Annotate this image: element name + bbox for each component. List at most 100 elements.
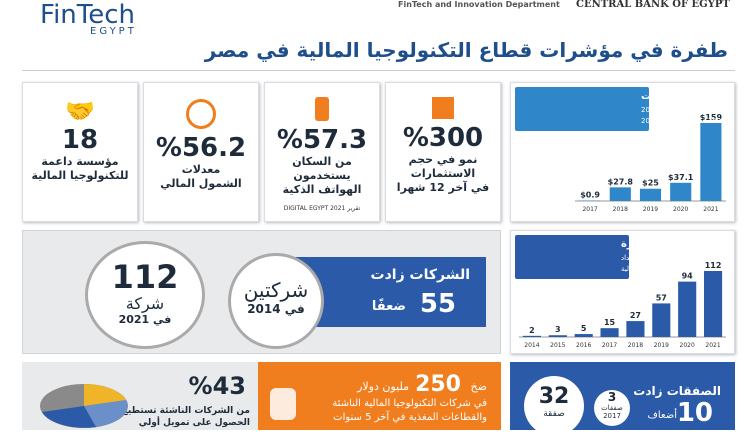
divider (22, 70, 735, 71)
x-tick-label: 2021 (703, 206, 718, 213)
caption-box (515, 235, 629, 279)
bar (626, 321, 644, 337)
deals-panel: الصفقات زادت 10 أضعاف 3 صفقات 2017 32 صف… (510, 362, 735, 430)
bar (678, 282, 696, 337)
value-label: $37.1 (668, 173, 694, 182)
funding-line1: في شركات التكنولوجيا المالية الناشئة (332, 398, 487, 409)
startups-sublabel: الحصول على تمويل أولي (139, 416, 250, 430)
start-value: شركتين (231, 278, 321, 302)
deals-start: 3 صفقات 2017 (594, 390, 630, 426)
title: طفرة في مؤشرات قطاع التكنولوجيا المالية … (205, 38, 728, 62)
bank: CENTRAL BANK OF EGYPT (576, 0, 730, 10)
start-year: في 2014 (231, 302, 321, 316)
card-value: %57.3 (265, 125, 379, 155)
card-label: نمو في حجم الاستثمارات (386, 153, 500, 181)
annotation: شركات التكنولوجيا المالية (621, 265, 696, 273)
annotation: إلى 159 مليون دولار في 2021 (641, 117, 733, 125)
bar (640, 189, 661, 201)
end-circle: 112 شركة في 2021 (85, 241, 205, 349)
value-label: 5 (581, 324, 587, 333)
card-label: مؤسسة داعمة (23, 155, 137, 169)
card-sublabel: للتكنولوجيا المالية (23, 169, 137, 183)
chart: $0.92017$27.82018$252019$37.12020$159202… (511, 83, 734, 221)
bar (523, 336, 541, 337)
x-tick-label: 2021 (705, 342, 720, 349)
companies-unit: ضعفًا (372, 299, 406, 314)
deals-end-value: 32 (524, 384, 584, 409)
bar (610, 187, 631, 201)
x-tick-label: 2016 (576, 342, 591, 349)
companies-panel: الشركات زادت 55 ضعفًا شركتين في 2014 112… (22, 230, 501, 354)
bar (704, 271, 722, 337)
value-label: 2 (529, 326, 535, 335)
value-label: 15 (604, 318, 616, 327)
card-label: من السكان يستخدمون (265, 155, 379, 183)
card: %57.3 من السكان يستخدمون الهواتف الذكية … (264, 82, 380, 222)
card-sublabel: في آخر 12 شهرا (386, 181, 500, 195)
annotation: هائلة في أعداد (621, 253, 664, 262)
card-label: معدلات (144, 163, 258, 177)
deals-end-unit: صفقة (524, 409, 584, 419)
card-sublabel: الشمول المالي (144, 177, 258, 191)
deals-heading: الصفقات زادت (633, 384, 721, 398)
card: %56.2 معدلات الشمول المالي (143, 82, 259, 222)
bar (700, 123, 721, 201)
x-tick-label: 2014 (524, 342, 539, 349)
card: 🤝 18 مؤسسة داعمة للتكنولوجيا المالية (22, 82, 138, 222)
startups-panel: %43 من الشركات الناشئة تستطيع الحصول على… (22, 362, 258, 430)
funding-unit: مليون دولار (357, 380, 409, 393)
chart-title: مصر تحقق طفرة (621, 239, 706, 250)
card-value: %300 (386, 123, 500, 153)
value-label: 27 (630, 311, 641, 320)
end-value: 112 (88, 260, 202, 294)
chart-title: الاستثمارات قفزت (641, 91, 733, 102)
deals-multiple: 10 (677, 398, 713, 428)
value-label: 3 (555, 325, 561, 334)
value-label: $27.8 (608, 177, 634, 186)
x-tick-label: 2018 (613, 206, 628, 213)
end-year: في 2021 (88, 313, 202, 326)
card: %300 نمو في حجم الاستثمارات في آخر 12 شه… (385, 82, 501, 222)
card-value: %56.2 (144, 133, 258, 163)
deals-start-year: 2017 (594, 412, 630, 420)
caption-box (515, 87, 649, 131)
x-tick-label: 2018 (628, 342, 643, 349)
bar (670, 183, 691, 201)
logo-sub: EGYPT (90, 26, 137, 37)
x-tick-label: 2019 (654, 342, 669, 349)
value-label: $25 (642, 179, 659, 188)
card-value: 18 (23, 125, 137, 155)
value-label: $0.9 (580, 191, 600, 200)
funding-value: 250 (415, 372, 461, 397)
bar (575, 334, 593, 337)
value-label: 112 (705, 261, 722, 270)
deals-end: 32 صفقة (524, 376, 584, 436)
end-unit: شركة (88, 294, 202, 313)
coin-icon (270, 388, 296, 420)
annotation: من 900 ألف دولار في 2017 (641, 105, 727, 114)
bar (652, 303, 670, 337)
department: FinTech and Innovation Department (398, 0, 560, 9)
deals-start-unit: صفقات (594, 404, 630, 412)
bar (549, 335, 567, 337)
deals-unit: أضعاف (647, 410, 677, 421)
chart: 2201432015520161520172720185720199420201… (511, 231, 734, 353)
bar (601, 328, 619, 337)
funding-prefix: ضخ (471, 380, 487, 393)
x-tick-label: 2015 (550, 342, 565, 349)
card-source: تقرير DIGITAL EGYPT 2021 (265, 205, 379, 212)
x-tick-label: 2020 (673, 206, 688, 213)
value-label: 57 (656, 293, 667, 302)
pie-decor (36, 376, 132, 430)
x-tick-label: 2017 (602, 342, 617, 349)
x-tick-label: 2020 (680, 342, 695, 349)
start-circle: شركتين في 2014 (228, 253, 324, 349)
x-tick-label: 2017 (582, 206, 597, 213)
card-sublabel: الهواتف الذكية (265, 183, 379, 197)
funding-line2: والقطاعات المغذية في آخر 5 سنوات (333, 412, 487, 423)
funding-panel: ضخ 250 مليون دولار في شركات التكنولوجيا … (258, 362, 501, 430)
x-tick-label: 2019 (643, 206, 658, 213)
